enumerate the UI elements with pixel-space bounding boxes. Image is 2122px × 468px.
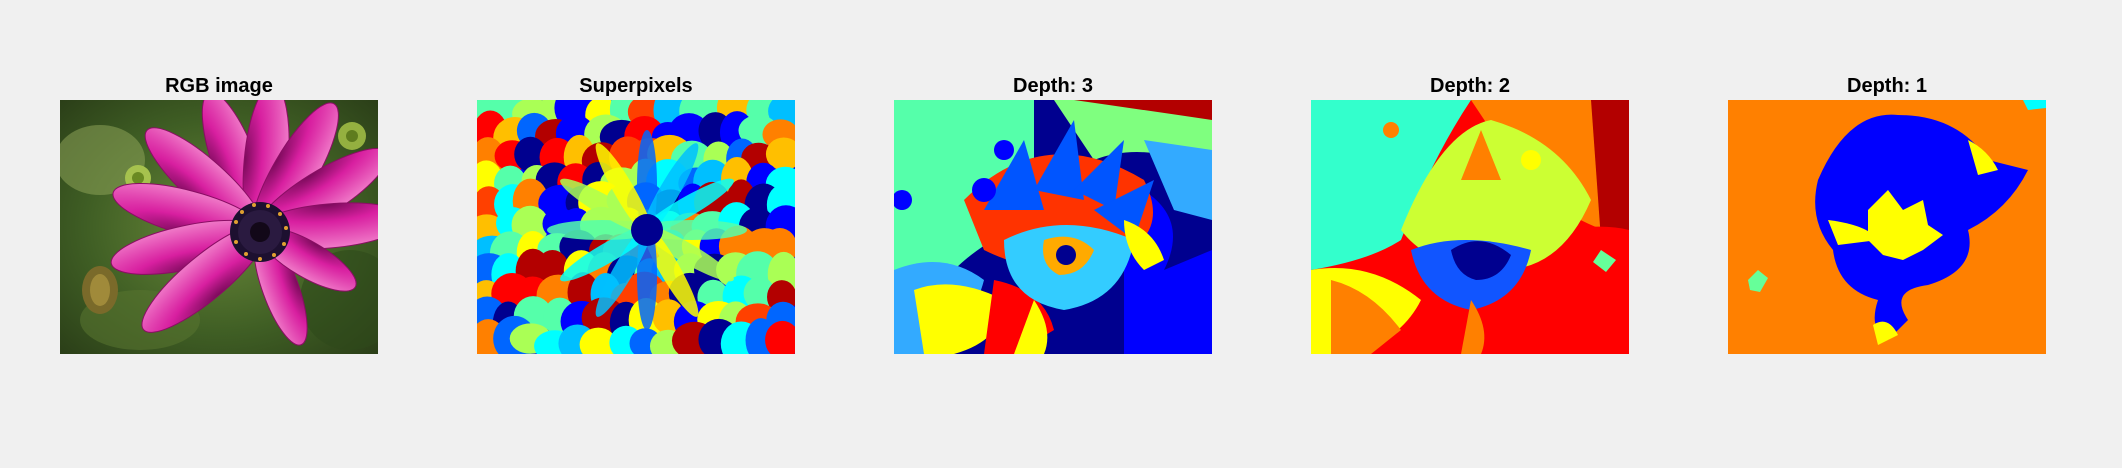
depth-2-segmentation-image [1311,100,1629,354]
panel-title: Superpixels [579,75,693,97]
panel-depth-2: Depth: 2 [1311,72,1629,354]
panel-rgb-image: RGB image [60,72,378,354]
panel-title: Depth: 2 [1430,75,1510,97]
rgb-flower-image [60,100,378,354]
panel-depth-3: Depth: 3 [894,72,1212,354]
panel-depth-1: Depth: 1 [1728,72,2046,354]
panel-title: RGB image [165,75,273,97]
depth-3-segmentation-image [894,100,1212,354]
panel-title: Depth: 1 [1847,75,1927,97]
panel-title: Depth: 3 [1013,75,1093,97]
panel-superpixels: Superpixels [477,72,795,354]
superpixels-image [477,100,795,354]
depth-1-segmentation-image [1728,100,2046,354]
